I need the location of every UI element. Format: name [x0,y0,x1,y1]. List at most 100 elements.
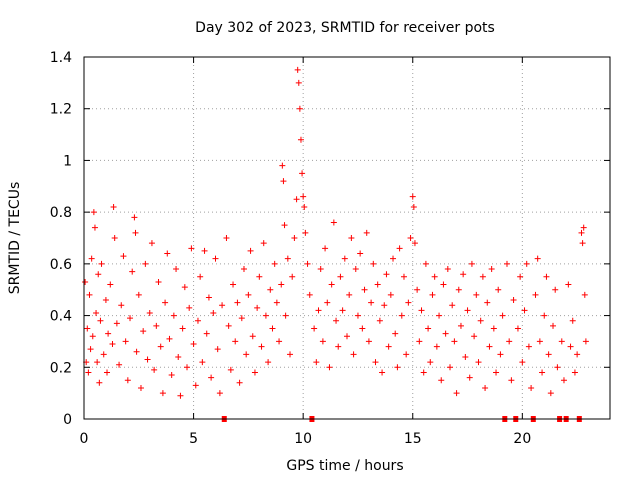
data-point [414,286,421,293]
data-point [87,346,94,353]
data-point [410,203,417,210]
data-point [317,266,324,273]
data-point [258,343,265,350]
data-point [547,390,554,397]
data-point [88,255,95,262]
data-point [324,299,331,306]
data-point [390,255,397,262]
data-point [214,346,221,353]
x-tick-label: 0 [80,431,89,447]
data-point [170,312,177,319]
data-point [113,320,120,327]
data-point [344,333,350,340]
data-point [122,338,129,345]
data-point [166,335,173,342]
data-point [403,351,410,358]
data-point [276,338,283,345]
data-point [129,268,136,275]
data-point [284,255,291,262]
y-tick-label: 0.4 [50,309,72,325]
data-point [179,325,186,332]
data-point [300,193,307,200]
data-point [333,317,340,324]
data-point [449,302,456,309]
data-point [153,322,160,329]
data-point [197,273,204,280]
data-point [490,325,497,332]
data-point [381,302,388,309]
data-point [510,297,517,304]
data-point [267,286,274,293]
data-point [558,338,565,345]
data-point [330,219,337,226]
data-point [131,214,138,221]
data-point [365,338,372,345]
data-point [140,328,147,335]
data-point [468,260,475,267]
data-point [392,330,399,337]
data-point [168,372,175,379]
data-point [175,353,182,360]
data-point [462,353,469,360]
data-point [560,377,567,384]
data-point [91,224,98,231]
data-point [118,302,125,309]
data-point [243,351,250,358]
data-point [190,341,197,348]
data-point [521,307,528,314]
data-point [116,361,123,368]
data-point [460,271,467,278]
data-point [137,384,144,391]
data-point [210,309,217,316]
data-point [319,338,326,345]
data-point [466,374,473,381]
data-point [411,240,418,247]
data-point [578,229,585,236]
data-point [326,364,333,371]
data-point [396,245,403,252]
data-point [534,255,541,262]
data-point [240,266,247,273]
data-point [372,359,379,366]
data-point [580,224,587,231]
data-point [96,379,103,386]
data-point [162,299,169,306]
data-point [306,291,313,298]
data-point [438,377,445,384]
data-point [482,384,489,391]
data-point [291,235,298,241]
data-point [142,260,149,267]
data-point [173,266,180,273]
data-point [405,299,412,306]
data-point [350,351,357,358]
data-point [159,390,166,397]
data-point [398,312,405,319]
data-point [192,382,199,389]
data-point [148,240,155,247]
data-point [293,196,300,203]
y-tick-label: 1.2 [50,102,72,118]
data-point [370,260,377,267]
data-points [82,66,589,399]
data-point [133,348,140,355]
axis-ticks: 0 5 10 15 20 0 0.2 0.4 0.6 0.8 1 1.2 1.4 [50,50,610,447]
data-point [273,299,280,306]
data-point [262,312,269,319]
data-point [94,359,101,366]
data-point [247,247,254,254]
data-point [493,369,500,376]
data-point [477,317,484,324]
data-point [550,322,557,329]
data-point [194,317,201,324]
data-point [232,338,239,345]
data-point [315,307,322,314]
data-point [282,312,289,319]
data-point [517,273,524,280]
data-point [453,390,460,397]
data-point [363,229,370,236]
data-point [359,325,366,332]
data-point [431,273,438,280]
data-point [301,203,308,210]
data-point [341,255,348,262]
data-point [486,343,493,350]
